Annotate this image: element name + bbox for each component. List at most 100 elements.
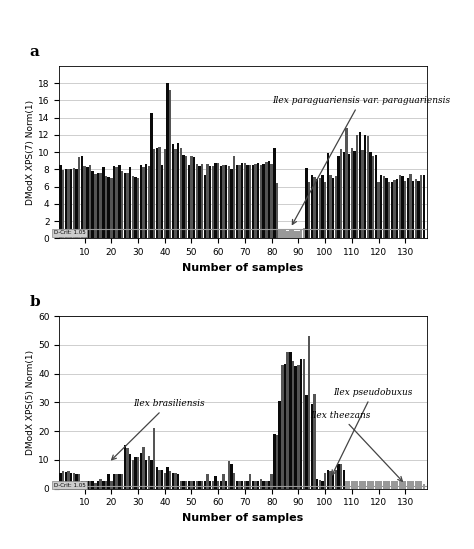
Bar bbox=[228, 461, 230, 489]
Bar bbox=[364, 135, 366, 238]
Bar bbox=[102, 481, 105, 489]
Bar bbox=[97, 173, 99, 238]
Bar bbox=[332, 474, 334, 489]
Bar bbox=[182, 155, 185, 238]
Bar bbox=[97, 481, 99, 489]
Bar bbox=[238, 481, 241, 489]
Bar bbox=[81, 156, 83, 238]
Bar bbox=[134, 457, 137, 489]
Bar bbox=[89, 481, 91, 489]
Bar bbox=[139, 453, 142, 489]
Bar bbox=[393, 481, 396, 489]
Bar bbox=[300, 359, 302, 489]
Y-axis label: DModX XPS(5) Norm(1): DModX XPS(5) Norm(1) bbox=[26, 350, 35, 455]
Bar bbox=[321, 176, 324, 238]
Bar bbox=[345, 481, 347, 489]
Bar bbox=[327, 470, 329, 489]
Bar bbox=[268, 161, 270, 238]
Text: b: b bbox=[30, 295, 40, 309]
Bar bbox=[292, 229, 294, 238]
Bar bbox=[343, 152, 345, 238]
Bar bbox=[214, 475, 217, 489]
Bar bbox=[113, 166, 115, 238]
Bar bbox=[233, 155, 236, 238]
Bar bbox=[308, 182, 310, 238]
Bar bbox=[340, 149, 342, 238]
Bar bbox=[206, 164, 209, 238]
Bar bbox=[276, 183, 278, 238]
Bar bbox=[67, 170, 70, 238]
Bar bbox=[324, 182, 326, 238]
Bar bbox=[174, 149, 177, 238]
Bar bbox=[348, 481, 350, 489]
Bar bbox=[353, 481, 356, 489]
Bar bbox=[94, 483, 97, 489]
Bar bbox=[129, 454, 131, 489]
Bar bbox=[193, 158, 195, 238]
Bar bbox=[372, 156, 374, 238]
Bar bbox=[212, 166, 214, 238]
Bar bbox=[228, 166, 230, 238]
Bar bbox=[380, 175, 383, 238]
Bar bbox=[188, 481, 190, 489]
Bar bbox=[201, 481, 203, 489]
Bar bbox=[255, 481, 257, 489]
Bar bbox=[310, 176, 313, 238]
Bar bbox=[286, 352, 289, 489]
Bar bbox=[372, 481, 374, 489]
Bar bbox=[361, 481, 364, 489]
Bar bbox=[335, 176, 337, 238]
Bar bbox=[166, 83, 169, 238]
Bar bbox=[348, 154, 350, 238]
Bar bbox=[67, 472, 70, 489]
Bar bbox=[113, 474, 115, 489]
Bar bbox=[297, 365, 300, 489]
Bar bbox=[164, 473, 166, 489]
Bar bbox=[249, 165, 252, 238]
Text: Ilex pseudobuxus: Ilex pseudobuxus bbox=[332, 388, 412, 475]
Bar bbox=[124, 445, 126, 489]
Bar bbox=[217, 481, 219, 489]
Bar bbox=[273, 148, 275, 238]
Bar bbox=[297, 231, 300, 238]
Bar bbox=[81, 481, 83, 489]
Bar bbox=[236, 481, 238, 489]
Bar bbox=[233, 473, 236, 489]
Bar bbox=[391, 481, 393, 489]
Bar bbox=[91, 171, 94, 238]
Bar bbox=[286, 231, 289, 238]
Bar bbox=[305, 395, 308, 489]
Bar bbox=[316, 179, 318, 238]
Bar bbox=[70, 169, 73, 238]
Bar bbox=[219, 166, 222, 238]
Bar bbox=[185, 481, 187, 489]
Bar bbox=[351, 148, 353, 238]
Bar bbox=[206, 474, 209, 489]
Bar bbox=[116, 167, 118, 238]
Bar bbox=[316, 479, 318, 489]
Bar bbox=[105, 176, 107, 238]
Bar bbox=[276, 435, 278, 489]
Bar bbox=[75, 474, 78, 489]
Bar bbox=[257, 164, 259, 238]
Bar bbox=[263, 164, 265, 238]
Bar bbox=[118, 165, 120, 238]
Text: D-Crit: 1.05: D-Crit: 1.05 bbox=[54, 231, 86, 236]
Bar bbox=[359, 132, 361, 238]
Bar bbox=[366, 481, 369, 489]
Bar bbox=[100, 479, 102, 489]
Bar bbox=[121, 474, 123, 489]
Bar bbox=[153, 428, 155, 489]
Bar bbox=[155, 148, 158, 238]
Text: a: a bbox=[30, 45, 40, 59]
Bar bbox=[412, 182, 414, 238]
Bar bbox=[180, 148, 182, 238]
Bar bbox=[59, 473, 62, 489]
Bar bbox=[86, 167, 89, 238]
Bar bbox=[230, 169, 233, 238]
Bar bbox=[407, 481, 409, 489]
Bar bbox=[252, 481, 254, 489]
Bar bbox=[319, 480, 321, 489]
Bar bbox=[188, 165, 190, 238]
Bar bbox=[180, 481, 182, 489]
